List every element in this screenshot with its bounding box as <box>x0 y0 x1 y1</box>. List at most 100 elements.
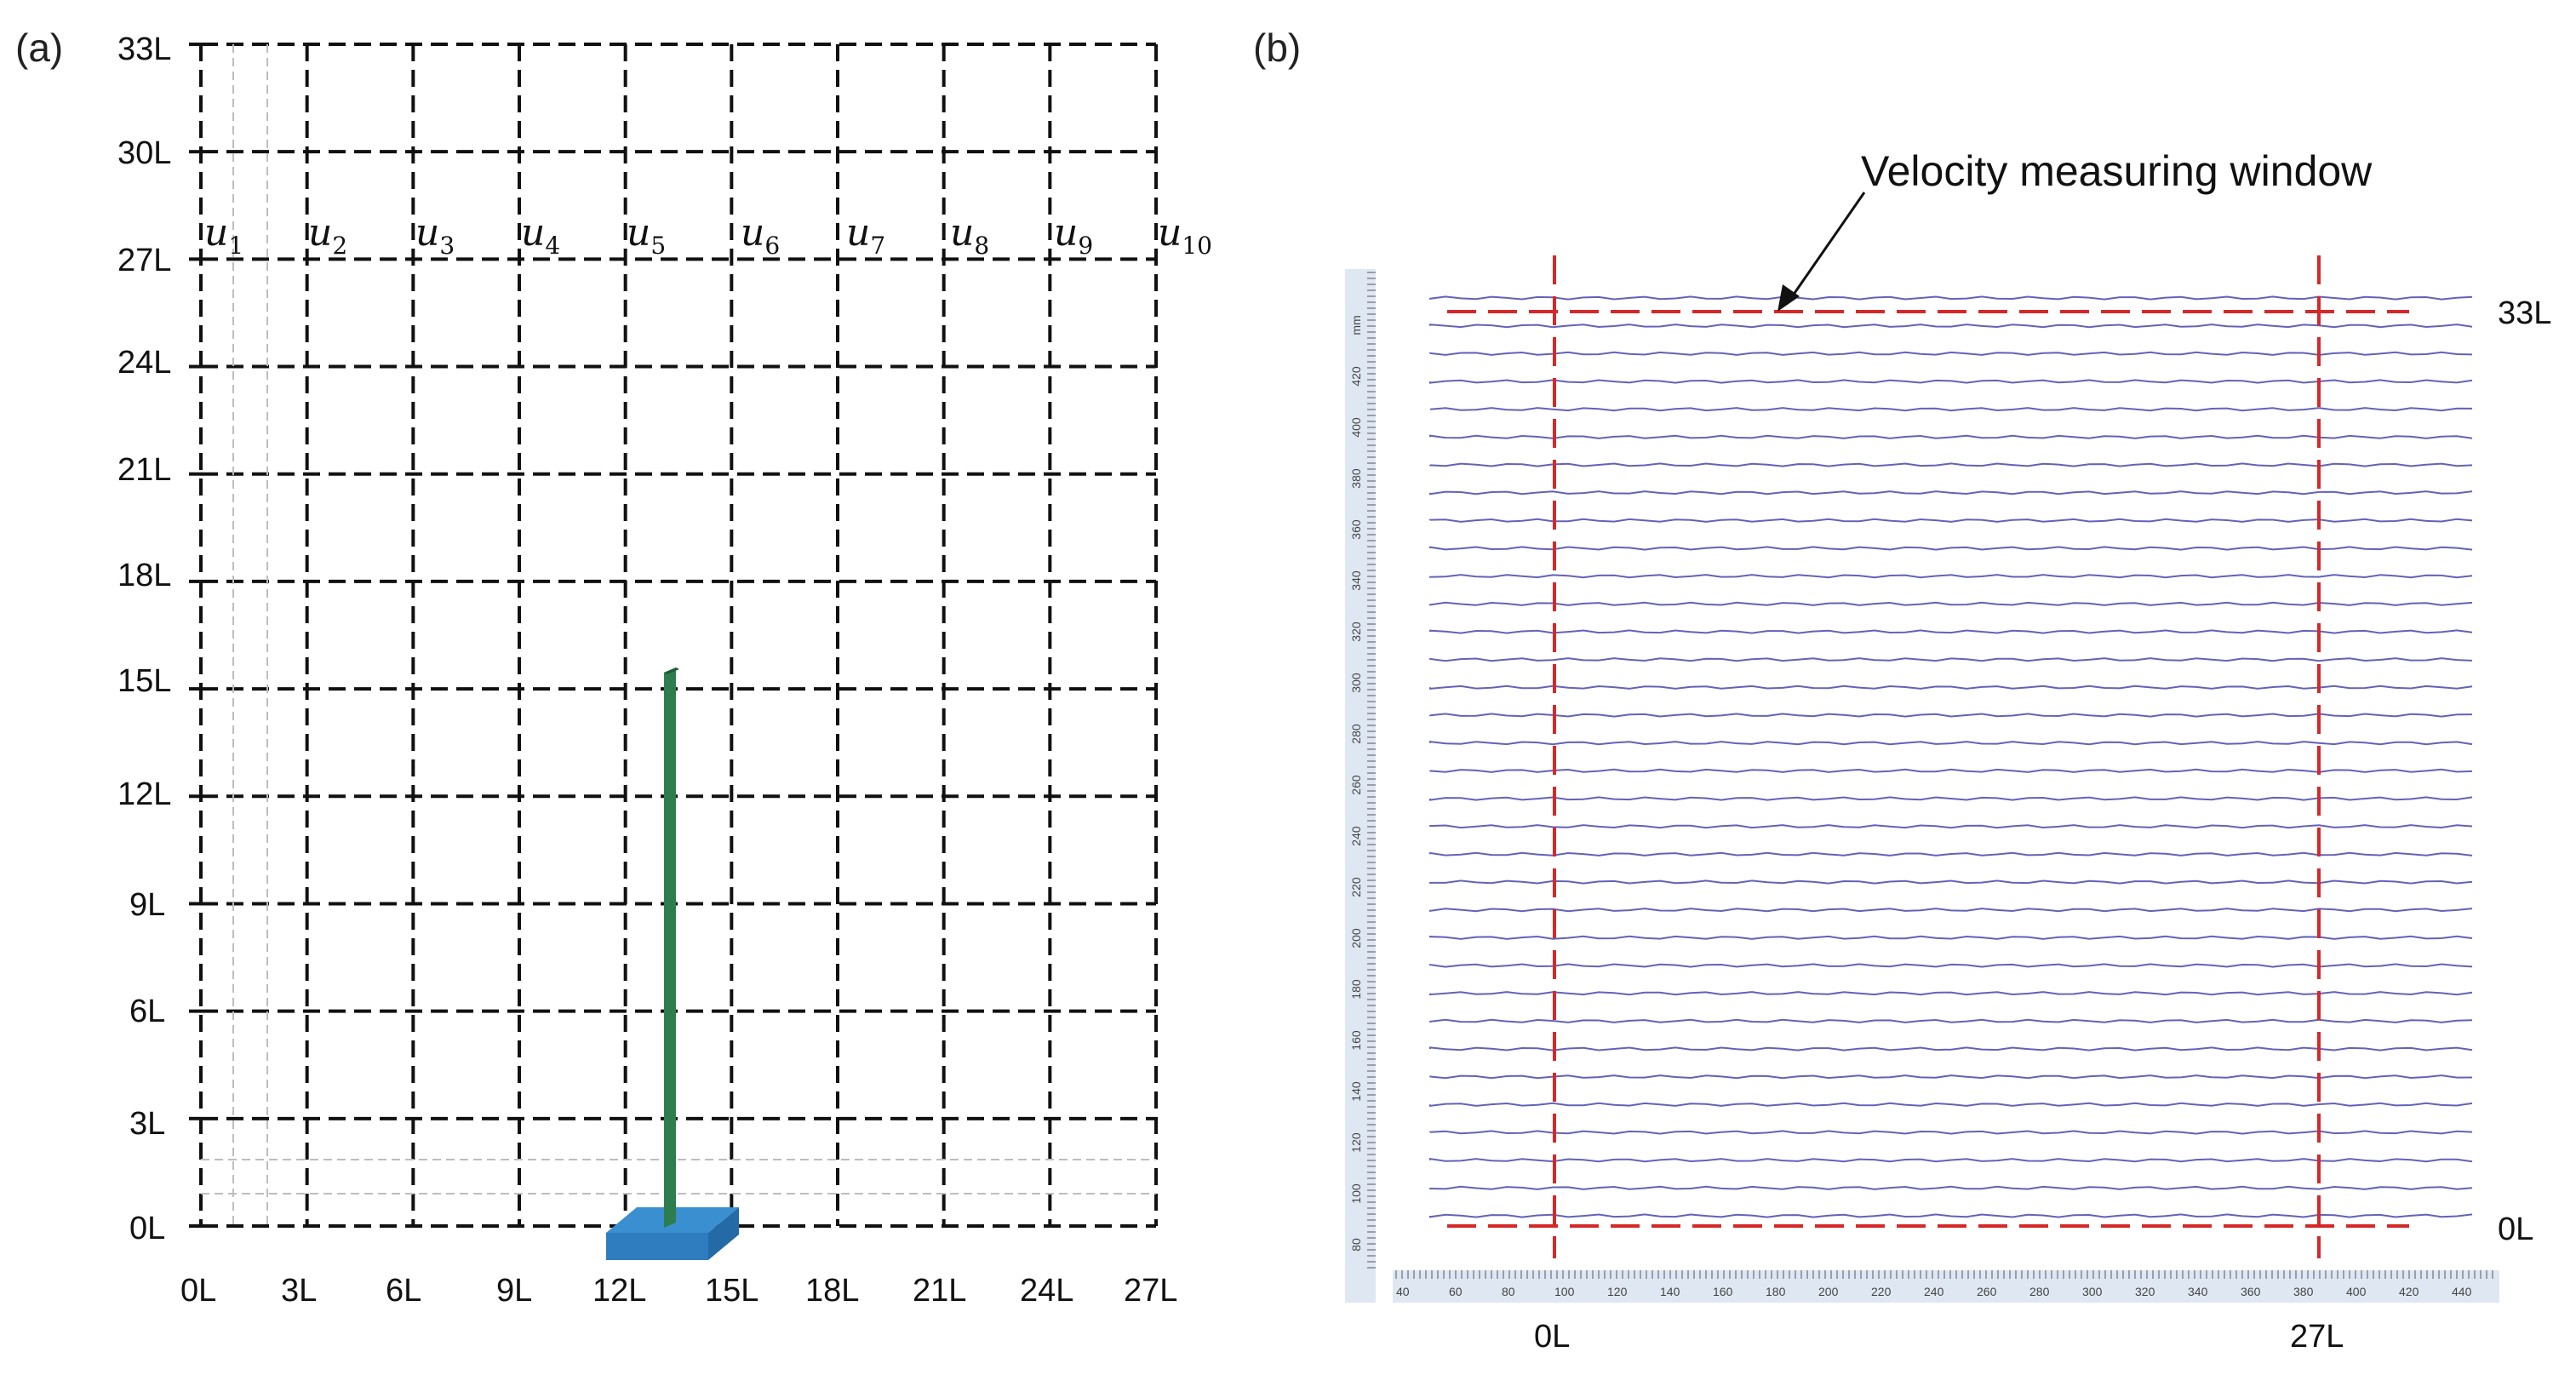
y-label-9L: 9L <box>129 887 165 923</box>
vector-row <box>1429 1018 2473 1023</box>
panel-a: (a) 33L 30L 27L 24L 21L 18L 15L 12L 9L 6… <box>15 26 1212 1309</box>
x-label-0L: 0L <box>180 1273 216 1309</box>
velocity-vector-field <box>1429 295 2473 1218</box>
y-label-3L: 3L <box>129 1106 165 1142</box>
vector-row <box>1429 1102 2473 1108</box>
ruler-x-label: 300 <box>2082 1285 2103 1298</box>
ruler-y-label: 200 <box>1349 928 1363 948</box>
panel-b-top-y-label: 33L <box>2498 295 2551 331</box>
vector-row <box>1429 963 2473 968</box>
panel-a-guide-lines <box>201 44 1156 1226</box>
ruler-x-label: 340 <box>2188 1285 2208 1298</box>
probe-label-u3: u3 <box>415 211 455 260</box>
panel-a-grid <box>189 43 1158 1228</box>
panel-b-right-x-label: 27L <box>2290 1319 2344 1355</box>
panel-b-left-x-label: 0L <box>1534 1319 1570 1355</box>
probe-label-u6: u6 <box>741 211 780 260</box>
ruler-x-label: 240 <box>1924 1285 1944 1298</box>
ruler-x-label: 220 <box>1871 1285 1892 1298</box>
x-label-27L: 27L <box>1124 1273 1177 1309</box>
panel-a-x-axis: 0L 3L 6L 9L 12L 15L 18L 21L 24L 27L <box>180 1273 1177 1309</box>
y-label-12L: 12L <box>117 776 171 812</box>
vector-row <box>1429 879 2473 885</box>
vector-row <box>1429 407 2473 412</box>
ruler-x-label: 320 <box>2135 1285 2155 1298</box>
vector-row <box>1429 935 2473 940</box>
ruler-y-label: 360 <box>1349 519 1363 540</box>
vector-row <box>1429 851 2473 857</box>
probe-label-u10: u10 <box>1158 211 1212 260</box>
vector-row <box>1429 768 2473 773</box>
ruler-bottom <box>1393 1270 2499 1303</box>
vector-row <box>1429 685 2473 690</box>
y-label-21L: 21L <box>117 452 171 488</box>
vector-row <box>1429 1185 2473 1190</box>
vector-row <box>1429 1046 2473 1051</box>
ruler-y-label: 400 <box>1349 417 1363 438</box>
ruler-y-label: 320 <box>1349 622 1363 642</box>
ruler-x-label: 420 <box>2399 1285 2419 1298</box>
ruler-y-label: 240 <box>1349 826 1363 846</box>
probe-label-u7: u7 <box>846 211 885 260</box>
probe-label-u9: u9 <box>1054 211 1093 260</box>
ruler-y-label: 220 <box>1349 877 1363 897</box>
x-label-21L: 21L <box>913 1273 966 1309</box>
vector-row <box>1429 1130 2473 1135</box>
vector-row <box>1429 490 2473 496</box>
vector-row <box>1429 601 2473 606</box>
ruler-y-label: 340 <box>1349 570 1363 591</box>
vector-row <box>1429 629 2473 634</box>
plate-base-side <box>708 1207 739 1260</box>
y-label-18L: 18L <box>117 558 171 593</box>
x-label-24L: 24L <box>1020 1273 1073 1309</box>
panel-b-bottom-y-label: 0L <box>2498 1212 2533 1247</box>
ruler-y-label: 420 <box>1349 366 1363 387</box>
ruler-y-label: 160 <box>1349 1030 1363 1051</box>
ruler-x-label: 400 <box>2346 1285 2367 1298</box>
y-label-15L: 15L <box>117 663 171 699</box>
probe-label-u8: u8 <box>950 211 989 260</box>
y-label-30L: 30L <box>117 135 171 171</box>
ruler-x-label: 140 <box>1660 1285 1680 1298</box>
ruler-y-label: 140 <box>1349 1081 1363 1102</box>
vector-row <box>1429 434 2473 439</box>
annotation-arrow <box>1777 192 1866 312</box>
ruler-x-label: 280 <box>2029 1285 2050 1298</box>
ruler-y-label: 380 <box>1349 468 1363 489</box>
y-label-0L: 0L <box>129 1211 165 1246</box>
x-label-18L: 18L <box>805 1273 859 1309</box>
vector-row <box>1429 546 2473 551</box>
ruler-y-label: 280 <box>1349 724 1363 744</box>
x-label-9L: 9L <box>496 1273 532 1309</box>
ruler-y-label: 260 <box>1349 775 1363 795</box>
ruler-y-label: 180 <box>1349 979 1363 1000</box>
y-label-24L: 24L <box>117 345 171 381</box>
vector-row <box>1429 908 2473 913</box>
panel-b: (b) 40 60 80 100 120 140 160 180 200 220 240 260 280… <box>1253 26 2551 1355</box>
vector-row <box>1429 324 2473 329</box>
ruler-y-label: 120 <box>1349 1132 1363 1153</box>
flat-plate-model <box>606 667 739 1260</box>
ruler-x-label: 360 <box>2241 1285 2261 1298</box>
ruler-y-label: 300 <box>1349 673 1363 693</box>
ruler-x-label: 80 <box>1502 1285 1515 1298</box>
probe-label-u2: u2 <box>308 211 347 260</box>
probe-label-u4: u4 <box>521 211 560 260</box>
y-label-27L: 27L <box>117 243 171 278</box>
y-label-6L: 6L <box>129 994 165 1029</box>
vector-row <box>1429 1157 2473 1163</box>
vector-row <box>1429 379 2473 384</box>
ruler-ticks: 40 60 80 100 120 140 160 180 200 220 240 260 280 300 3… <box>1349 272 2493 1298</box>
ruler-x-label: 120 <box>1607 1285 1628 1298</box>
vector-row <box>1429 713 2473 718</box>
vector-row <box>1429 740 2473 746</box>
panel-a-probe-labels: u1 u2 u3 u4 u5 u6 u7 u8 u9 u10 <box>204 211 1212 260</box>
ruler-x-label: 40 <box>1396 1285 1410 1298</box>
x-label-12L: 12L <box>592 1273 646 1309</box>
ruler-y-label: 80 <box>1349 1238 1363 1252</box>
plate-base-front <box>606 1233 708 1260</box>
ruler-x-label: 380 <box>2293 1285 2314 1298</box>
ruler-x-label: 200 <box>1818 1285 1839 1298</box>
probe-label-u5: u5 <box>627 211 666 260</box>
